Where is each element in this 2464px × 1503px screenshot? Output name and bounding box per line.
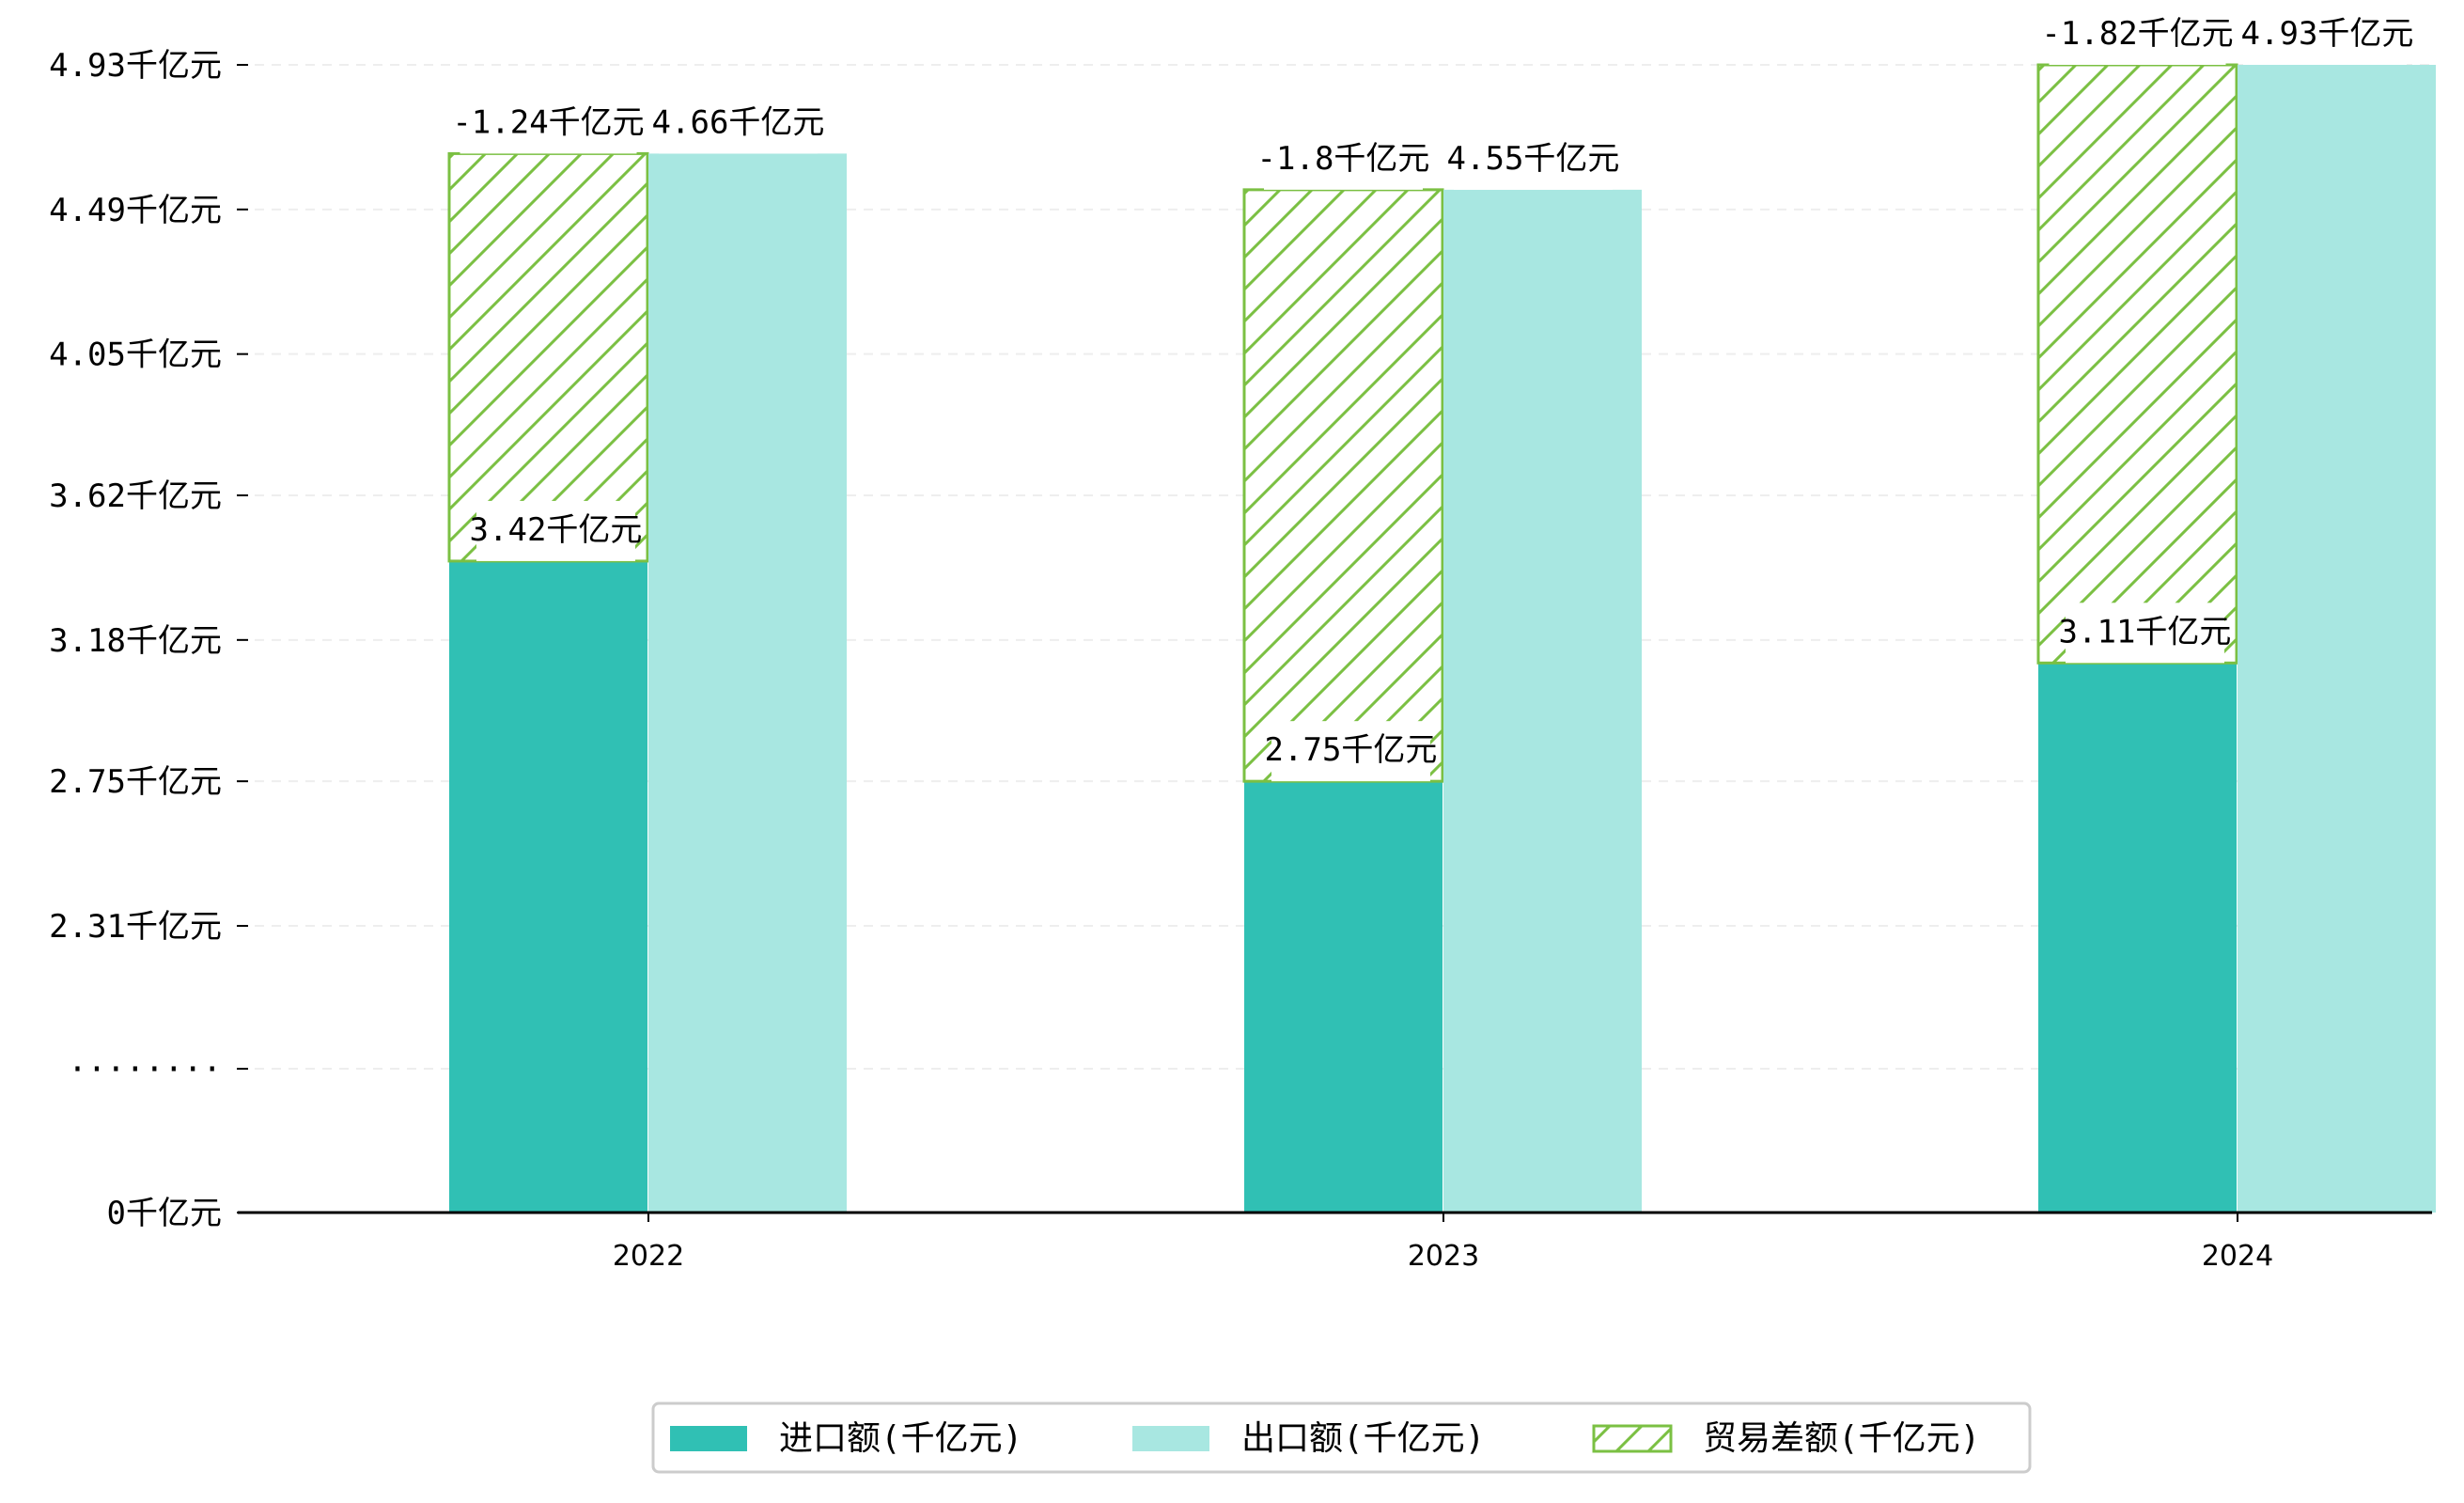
balance-data-label-box	[2049, 5, 2226, 65]
balance-data-label-group: -1.8千亿元	[1257, 129, 1430, 190]
import-data-label-box	[1271, 721, 1430, 782]
export-data-label: 4.93千亿元	[2241, 15, 2414, 53]
balance-data-label-box	[1264, 129, 1423, 190]
import-bar	[1244, 781, 1443, 1213]
legend-label-import: 进口额(千亿元)	[779, 1419, 1022, 1458]
y-tick-label: 2.31千亿元	[49, 908, 222, 946]
import-bar	[2038, 663, 2237, 1213]
import-data-label-group: 2.75千亿元	[1265, 721, 1438, 782]
export-bar	[1443, 189, 1642, 1213]
legend: 进口额(千亿元) 出口额(千亿元) 贸易差额(千亿元)	[651, 1401, 2032, 1474]
import-data-label-box	[476, 500, 635, 561]
balance-data-label-group: -1.24千亿元	[452, 93, 645, 154]
legend-swatch-export	[1132, 1426, 1209, 1451]
bars	[447, 63, 2436, 1213]
y-tick-label: ········	[68, 1051, 222, 1088]
legend-label-export: 出口额(千亿元)	[1241, 1419, 1485, 1458]
y-tick-label: 0千亿元	[107, 1195, 222, 1232]
import-data-label-group: 3.42千亿元	[470, 500, 643, 561]
axes: 0千亿元 ········ 2.31千亿元 2.75千亿元 3.18千亿元 3.62千亿元…	[49, 47, 2432, 1273]
x-tick-label: 2024	[2202, 1240, 2273, 1273]
y-tick-label: 3.62千亿元	[49, 478, 222, 515]
export-data-label-group: 4.66千亿元	[652, 93, 825, 154]
balance-data-label-box	[460, 93, 637, 154]
export-bar	[648, 153, 847, 1213]
export-data-label: 4.66千亿元	[652, 103, 825, 141]
balance-data-label: -1.82千亿元	[2041, 15, 2233, 53]
balance-bar	[1242, 188, 1444, 783]
import-data-label: 3.11千亿元	[2059, 613, 2232, 650]
balance-data-label: -1.24千亿元	[452, 103, 644, 141]
x-tick-label: 2022	[613, 1240, 684, 1273]
data-labels: 4.66千亿元-1.24千亿元 3.42千亿元 4.55千亿元 -1.8千亿元 2.75…	[452, 5, 2414, 782]
legend-label-balance: 贸易差额(千亿元)	[1703, 1419, 1980, 1458]
export-data-label-box	[2248, 5, 2407, 65]
balance-bar	[447, 151, 649, 563]
import-bar	[449, 560, 647, 1213]
balance-data-label-group: -1.82千亿元	[2041, 5, 2234, 65]
export-data-label-box	[659, 93, 818, 154]
x-tick-label: 2023	[1408, 1240, 1479, 1273]
y-tick-label: 2.75千亿元	[49, 763, 222, 801]
export-data-label-box	[1454, 129, 1613, 190]
import-data-label-group: 3.11千亿元	[2059, 603, 2232, 664]
legend-box	[651, 1401, 2032, 1474]
import-data-label: 3.42千亿元	[470, 511, 643, 549]
export-data-label-group: 4.93千亿元	[2241, 5, 2414, 65]
import-data-label: 2.75千亿元	[1265, 731, 1438, 769]
y-tick-label: 4.93千亿元	[49, 47, 222, 85]
export-data-label-group: 4.55千亿元	[1447, 129, 1620, 190]
y-tick-label: 3.18千亿元	[49, 622, 222, 660]
y-tick-label: 4.49千亿元	[49, 192, 222, 229]
legend-swatch-import	[670, 1426, 747, 1451]
balance-bar	[2036, 63, 2238, 665]
import-data-label-box	[2066, 603, 2224, 664]
legend-swatch-balance	[1592, 1424, 1673, 1453]
y-tick-label: 4.05千亿元	[49, 337, 222, 374]
balance-data-label: -1.8千亿元	[1257, 140, 1430, 178]
export-data-label: 4.55千亿元	[1447, 140, 1620, 178]
export-bar	[2238, 65, 2436, 1213]
